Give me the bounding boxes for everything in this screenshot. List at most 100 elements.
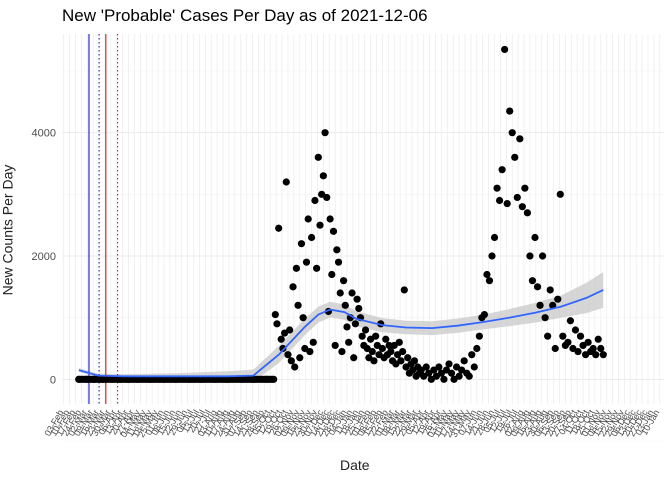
data-point <box>329 227 338 235</box>
data-point <box>531 233 539 242</box>
data-point <box>523 209 532 217</box>
data-point <box>309 338 317 346</box>
data-point <box>311 196 319 205</box>
data-point <box>269 375 277 383</box>
data-point <box>306 347 314 356</box>
data-point <box>506 107 514 115</box>
data-point <box>378 344 386 353</box>
data-point <box>503 199 511 208</box>
data-point <box>468 351 476 359</box>
data-point <box>533 283 542 291</box>
data-point <box>336 289 344 297</box>
data-point <box>319 172 327 180</box>
data-point <box>328 270 336 279</box>
data-point <box>544 332 552 340</box>
data-point <box>549 301 557 309</box>
data-point <box>473 344 481 353</box>
smooth-layer <box>78 289 604 378</box>
data-point <box>372 332 380 340</box>
data-point <box>273 320 281 328</box>
data-point <box>316 221 324 229</box>
point-layer <box>75 45 607 383</box>
data-point <box>297 240 306 248</box>
data-point <box>333 246 341 254</box>
data-point <box>307 233 316 242</box>
data-point <box>488 252 496 260</box>
data-point <box>574 347 582 356</box>
data-point <box>287 357 295 365</box>
data-point <box>350 354 358 362</box>
data-point <box>551 344 559 353</box>
data-point <box>294 301 302 309</box>
data-point <box>526 252 534 260</box>
data-point <box>508 129 516 137</box>
data-point <box>498 166 506 174</box>
data-point <box>331 341 339 350</box>
data-point <box>385 341 393 350</box>
data-point <box>302 258 311 266</box>
data-point <box>571 326 580 334</box>
data-point <box>528 277 537 285</box>
data-point <box>292 264 300 272</box>
data-point <box>321 129 329 137</box>
data-point <box>594 335 602 343</box>
data-point <box>485 277 494 285</box>
x-axis-title: Date <box>340 457 370 473</box>
data-point <box>538 252 547 260</box>
data-point <box>460 357 468 365</box>
data-point <box>361 326 370 334</box>
data-point <box>271 310 279 319</box>
data-point <box>286 326 294 334</box>
smooth-confidence-ribbon <box>78 272 604 382</box>
data-point <box>289 283 297 291</box>
data-point <box>387 347 395 356</box>
data-point <box>351 320 360 328</box>
data-point <box>277 335 285 343</box>
data-point <box>556 190 564 198</box>
data-point <box>589 344 597 353</box>
data-point <box>455 372 463 380</box>
data-point <box>516 135 524 143</box>
data-point <box>395 338 403 346</box>
chart-title: New 'Probable' Cases Per Day as of 2021-… <box>62 6 428 25</box>
data-point <box>422 363 430 371</box>
data-point <box>597 344 605 353</box>
y-tick-label: 0 <box>50 374 56 386</box>
data-point <box>465 372 473 380</box>
data-point <box>564 338 572 346</box>
data-point <box>382 335 390 343</box>
data-point <box>314 153 322 161</box>
data-point <box>304 215 312 223</box>
data-point <box>282 178 290 186</box>
smooth-trend-line <box>78 289 604 378</box>
ribbon-layer <box>78 272 604 382</box>
data-point <box>483 270 491 279</box>
data-point <box>345 338 353 346</box>
grid-layer <box>62 34 664 442</box>
data-point <box>445 360 453 368</box>
data-point <box>493 184 501 192</box>
data-point <box>501 45 509 54</box>
data-point <box>334 258 343 266</box>
data-point <box>284 351 292 359</box>
data-point <box>554 295 562 303</box>
data-point <box>296 354 304 362</box>
data-point <box>299 314 307 322</box>
data-point <box>536 301 544 309</box>
data-point <box>559 332 567 340</box>
data-point <box>521 184 529 192</box>
data-point <box>576 332 585 340</box>
y-tick-label: 2000 <box>32 251 56 263</box>
data-point <box>490 233 499 242</box>
data-point <box>291 363 299 371</box>
data-point <box>275 224 283 232</box>
data-point <box>566 317 575 325</box>
data-point <box>599 351 607 359</box>
data-point <box>475 332 483 340</box>
data-point <box>440 375 448 383</box>
data-point <box>447 369 456 377</box>
data-point <box>470 363 478 371</box>
data-point <box>348 289 356 297</box>
data-point <box>584 338 592 346</box>
